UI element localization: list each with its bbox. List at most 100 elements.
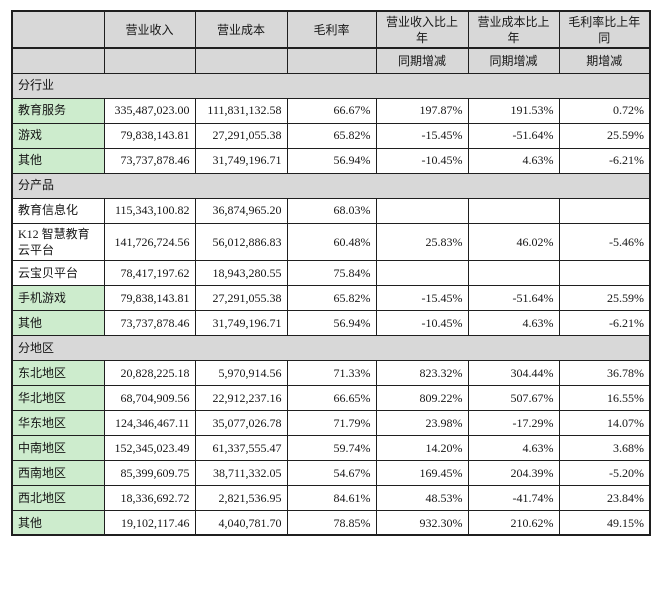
value-cell: 68,704,909.56 <box>103 384 196 411</box>
value-cell: 46.02% <box>467 222 560 261</box>
row-label-cell: 中南地区 <box>11 434 105 461</box>
section-title: 分行业 <box>11 72 651 99</box>
value-cell: -10.45% <box>375 309 469 336</box>
value-cell: -5.20% <box>558 459 651 486</box>
subheader-blank-cell <box>103 47 196 74</box>
value-cell: 111,831,132.58 <box>194 97 288 124</box>
value-cell: 23.98% <box>375 409 469 436</box>
row-label-cell: 教育服务 <box>11 97 105 124</box>
value-cell: -6.21% <box>558 147 651 174</box>
value-cell: 204.39% <box>467 459 560 486</box>
value-cell: 36.78% <box>558 359 651 386</box>
value-cell: 152,345,023.49 <box>103 434 196 461</box>
col-header-revenue-yoy: 营业收入比上年 <box>375 10 469 50</box>
value-cell <box>558 259 651 286</box>
value-cell: 4.63% <box>467 309 560 336</box>
column-header-row: 营业收入 营业成本 毛利率 营业收入比上年 营业成本比上年 毛利率比上年同 <box>11 10 651 50</box>
value-cell: 3.68% <box>558 434 651 461</box>
value-cell: 38,711,332.05 <box>194 459 288 486</box>
value-cell: 66.67% <box>286 97 377 124</box>
row-label-cell: 其他 <box>11 309 105 336</box>
value-cell: 507.67% <box>467 384 560 411</box>
value-cell: 27,291,055.38 <box>194 122 288 149</box>
row-label-cell: K12 智慧教育云平台 <box>11 222 105 261</box>
row-label-cell: 手机游戏 <box>11 284 105 311</box>
value-cell <box>558 197 651 224</box>
value-cell: 169.45% <box>375 459 469 486</box>
value-cell: 22,912,237.16 <box>194 384 288 411</box>
table-body: 同期增减 同期增减 期增减 分行业 教育服务 335,487,023.00 111,8… <box>11 47 651 536</box>
row-label-cell: 游戏 <box>11 122 105 149</box>
value-cell: 48.53% <box>375 484 469 511</box>
table-row: K12 智慧教育云平台 141,726,724.56 56,012,886.83 60… <box>11 222 651 261</box>
value-cell: 16.55% <box>558 384 651 411</box>
row-label-cell: 其他 <box>11 147 105 174</box>
value-cell: -10.45% <box>375 147 469 174</box>
value-cell: -5.46% <box>558 222 651 261</box>
value-cell: 191.53% <box>467 97 560 124</box>
value-cell: 304.44% <box>467 359 560 386</box>
col-header-margin-yoy: 毛利率比上年同 <box>558 10 651 50</box>
value-cell: 54.67% <box>286 459 377 486</box>
value-cell: 932.30% <box>375 509 469 536</box>
value-cell: 60.48% <box>286 222 377 261</box>
value-cell: 210.62% <box>467 509 560 536</box>
table-row: 华东地区 124,346,467.11 35,077,026.78 71.79% 23.… <box>11 409 651 436</box>
value-cell <box>467 259 560 286</box>
value-cell: -17.29% <box>467 409 560 436</box>
value-cell <box>375 259 469 286</box>
table-row: 西南地区 85,399,609.75 38,711,332.05 54.67% 169.… <box>11 459 651 486</box>
table-row: 华北地区 68,704,909.56 22,912,237.16 66.65% 809.… <box>11 384 651 411</box>
value-cell: 23.84% <box>558 484 651 511</box>
value-cell: 59.74% <box>286 434 377 461</box>
value-cell: 809.22% <box>375 384 469 411</box>
value-cell <box>375 197 469 224</box>
col-header-cost-yoy: 营业成本比上年 <box>467 10 560 50</box>
value-cell: 71.79% <box>286 409 377 436</box>
value-cell: 335,487,023.00 <box>103 97 196 124</box>
value-cell: 65.82% <box>286 122 377 149</box>
value-cell: 66.65% <box>286 384 377 411</box>
value-cell: 73,737,878.46 <box>103 309 196 336</box>
value-cell: 197.87% <box>375 97 469 124</box>
value-cell: 25.59% <box>558 284 651 311</box>
value-cell: 4,040,781.70 <box>194 509 288 536</box>
value-cell: 75.84% <box>286 259 377 286</box>
table-row: 教育服务 335,487,023.00 111,831,132.58 66.67% 19… <box>11 97 651 124</box>
row-label-cell: 西北地区 <box>11 484 105 511</box>
value-cell: 823.32% <box>375 359 469 386</box>
section-title: 分产品 <box>11 172 651 199</box>
row-label-cell: 教育信息化 <box>11 197 105 224</box>
row-label-cell: 其他 <box>11 509 105 536</box>
section-row: 分地区 <box>11 334 651 361</box>
value-cell: 20,828,225.18 <box>103 359 196 386</box>
section-row: 分行业 <box>11 72 651 99</box>
row-label-cell: 西南地区 <box>11 459 105 486</box>
value-cell: 31,749,196.71 <box>194 309 288 336</box>
value-cell: 78.85% <box>286 509 377 536</box>
value-cell: 56.94% <box>286 309 377 336</box>
value-cell: 56.94% <box>286 147 377 174</box>
value-cell <box>467 197 560 224</box>
row-label-cell: 华东地区 <box>11 409 105 436</box>
table-row: 中南地区 152,345,023.49 61,337,555.47 59.74% 14.… <box>11 434 651 461</box>
value-cell: 56,012,886.83 <box>194 222 288 261</box>
value-cell: 84.61% <box>286 484 377 511</box>
value-cell: 68.03% <box>286 197 377 224</box>
value-cell: 25.83% <box>375 222 469 261</box>
value-cell: 27,291,055.38 <box>194 284 288 311</box>
corner-blank-cell <box>11 10 105 50</box>
value-cell: 79,838,143.81 <box>103 122 196 149</box>
value-cell: 71.33% <box>286 359 377 386</box>
row-label-cell: 东北地区 <box>11 359 105 386</box>
value-cell: 14.07% <box>558 409 651 436</box>
subheader-blank-cell <box>286 47 377 74</box>
subheader-blank-cell <box>11 47 105 74</box>
row-label-cell: 华北地区 <box>11 384 105 411</box>
value-cell: 25.59% <box>558 122 651 149</box>
value-cell: 61,337,555.47 <box>194 434 288 461</box>
value-cell: 65.82% <box>286 284 377 311</box>
value-cell: -51.64% <box>467 284 560 311</box>
table-row: 其他 73,737,878.46 31,749,196.71 56.94% -10.45… <box>11 309 651 336</box>
